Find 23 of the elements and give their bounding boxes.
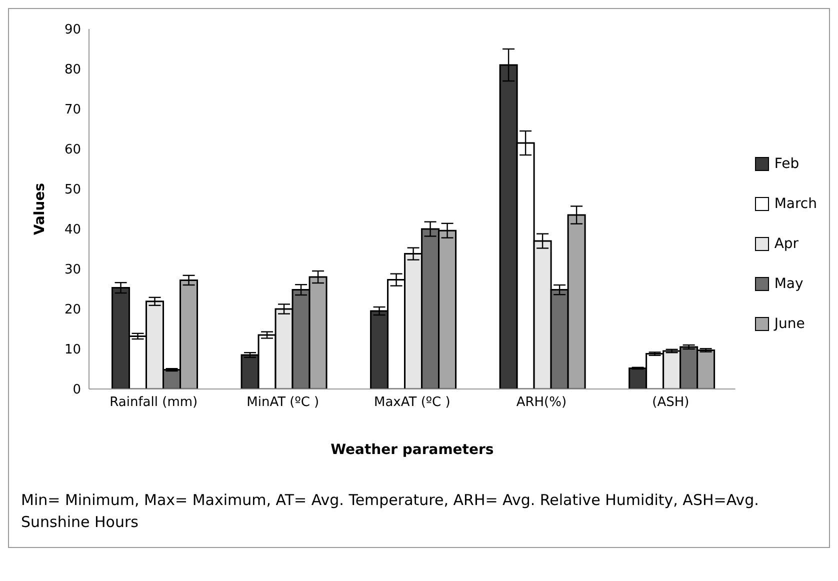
text: Min= Minimum, Max= Maximum, AT= Avg. Temperature, ARH= Avg. Relative Humidity, ASH=Avg. Sunshine Hours: [20, 490, 760, 533]
x-tick-label: Rainfall (mm): [110, 395, 198, 410]
legend-label: Apr: [774, 236, 799, 252]
y-tick-label: 0: [72, 382, 81, 398]
y-tick-label: 30: [64, 262, 81, 278]
x-tick-label: (ASH): [652, 395, 690, 410]
legend-label: May: [774, 276, 804, 292]
x-tick-label: MinAT (ºC ): [246, 395, 320, 410]
legend-label: Feb: [774, 156, 800, 172]
y-tick-label: 10: [64, 342, 81, 358]
y-tick-label: 20: [64, 302, 81, 318]
y-tick-label: 70: [64, 102, 81, 118]
x-tick-label: ARH(%): [516, 395, 567, 410]
y-tick-label: 90: [64, 22, 81, 38]
y-tick-label: 60: [64, 142, 81, 158]
y-tick-label: 80: [64, 62, 81, 78]
y-axis-title: Values: [32, 182, 48, 236]
x-tick-label: MaxAT (ºC ): [374, 395, 450, 410]
y-tick-label: 50: [64, 182, 81, 198]
x-axis-title: Weather parameters: [330, 442, 494, 458]
legend-label: March: [774, 196, 817, 212]
y-tick-label: 40: [64, 222, 81, 238]
legend-label: June: [774, 316, 805, 332]
